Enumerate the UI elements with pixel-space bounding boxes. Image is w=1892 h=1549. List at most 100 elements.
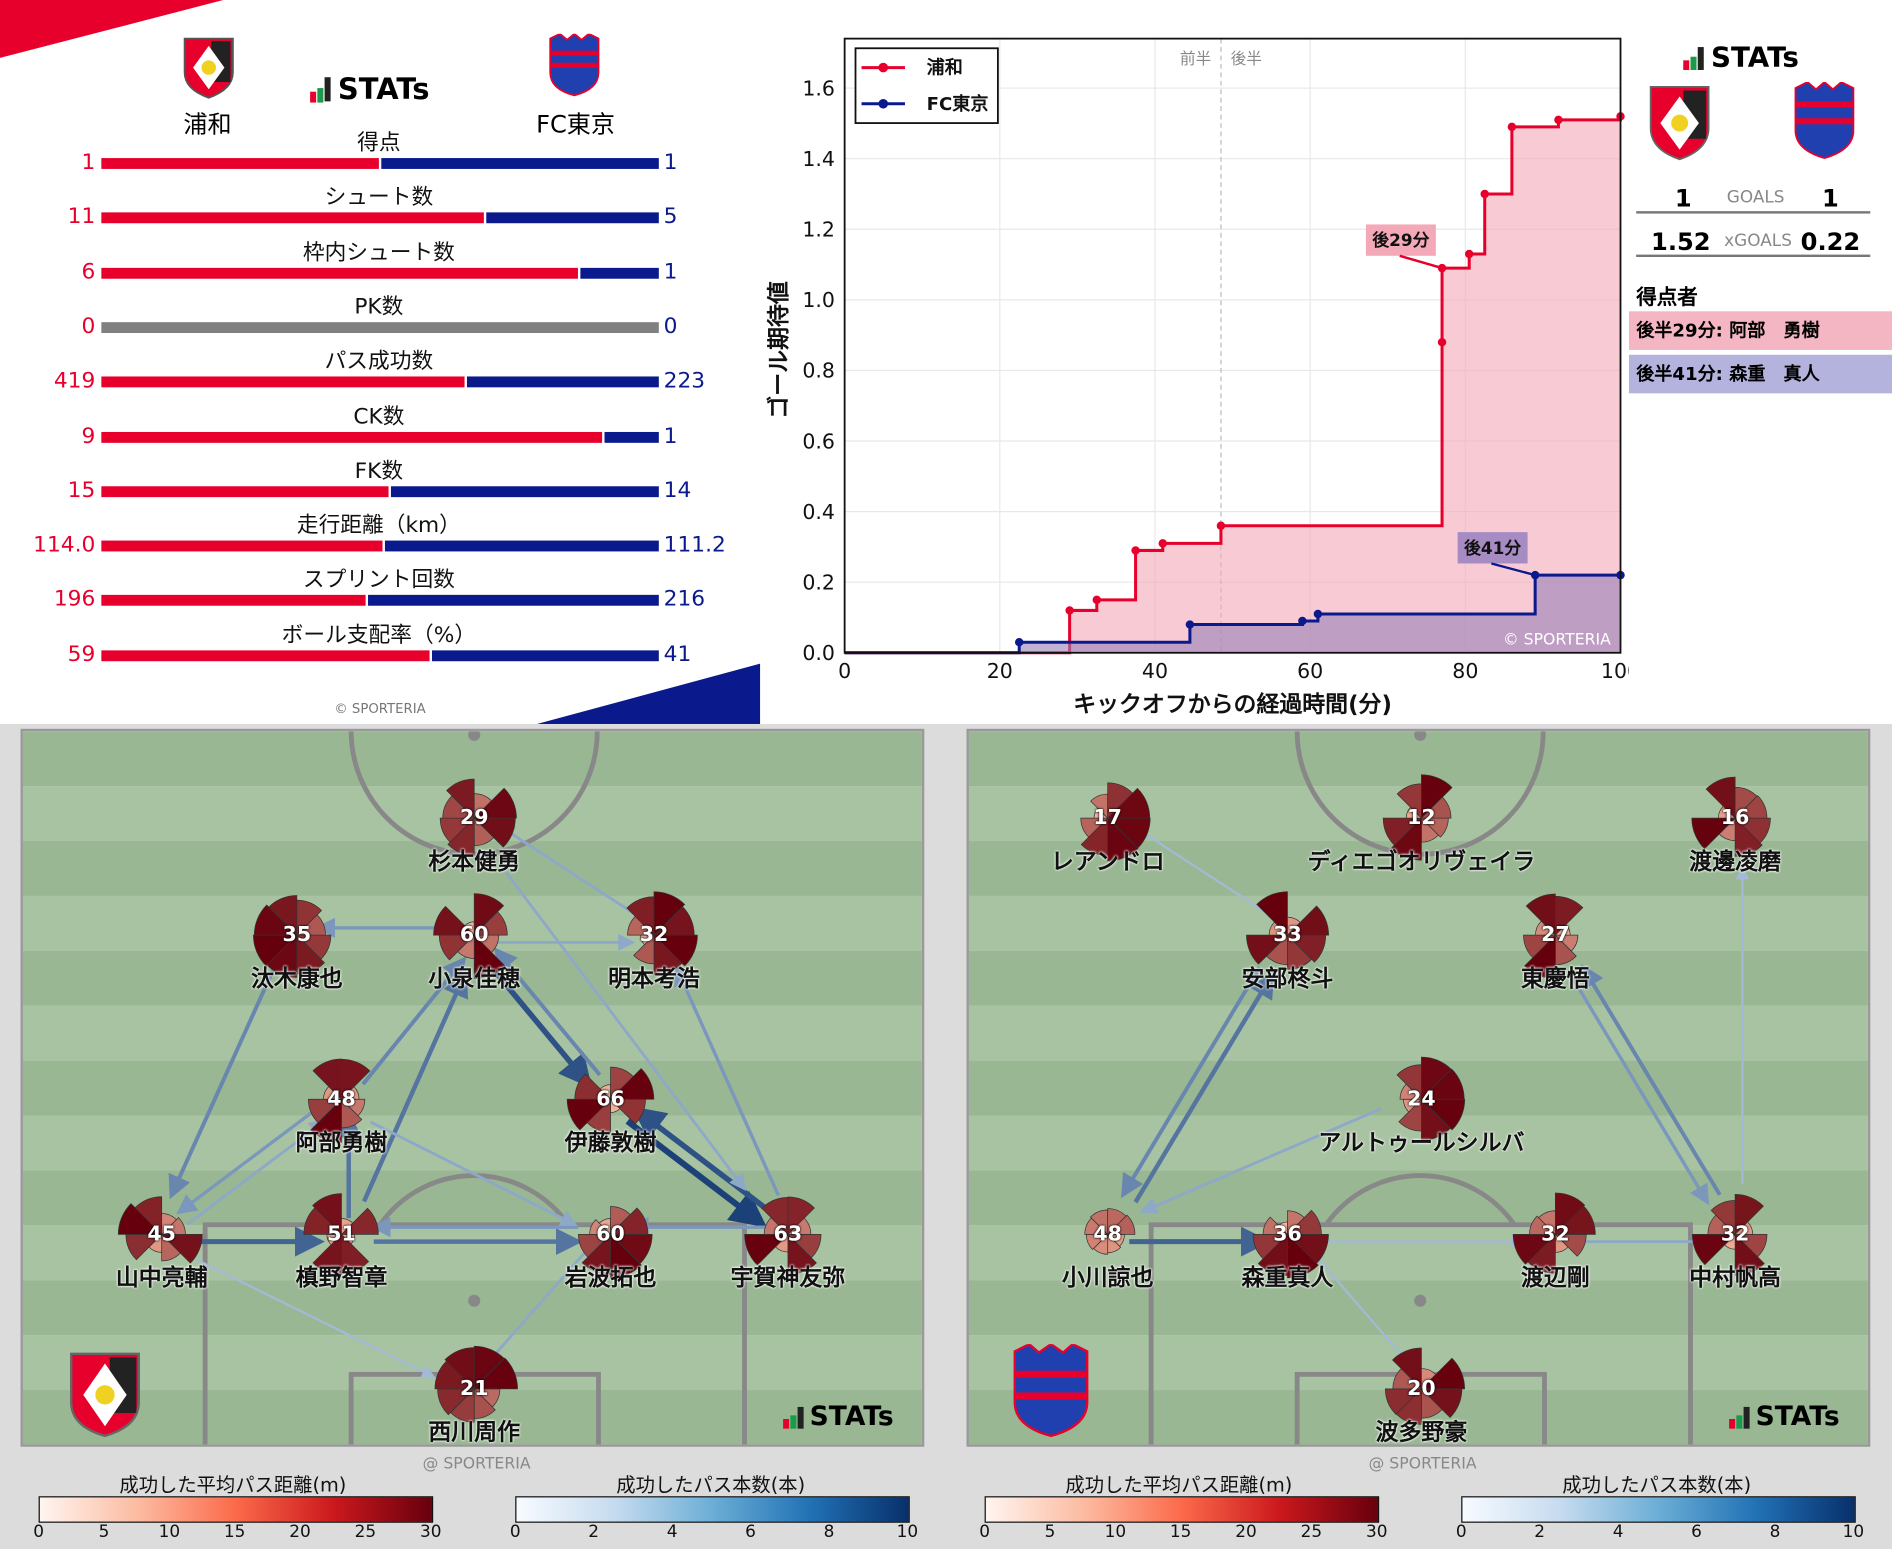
colorbar-tick-label: 0 [979, 1522, 990, 1543]
glyph-wedge [1420, 1098, 1466, 1131]
pitch-stripe [968, 1005, 1868, 1061]
player-number: 63 [773, 1222, 803, 1247]
pass-arrow [1131, 824, 1271, 916]
count-colorbar-title: 成功したパス本数(本) [616, 1473, 806, 1497]
player-name: アルトゥールシルバ [1318, 1129, 1525, 1156]
count-colorbar [1461, 1496, 1856, 1523]
x-tick-label: 100 [1601, 659, 1629, 683]
pitch-stripe [22, 1060, 922, 1116]
colorbar-tick-label: 0 [1455, 1522, 1467, 1543]
stat-away-value: 5 [663, 204, 678, 230]
glyph-wedge [117, 1203, 163, 1235]
half-label: 前半 [1180, 49, 1211, 68]
away-xg: 0.22 [1800, 226, 1861, 256]
player-pass-glyph [1382, 774, 1453, 861]
stat-away-value: 1 [663, 422, 678, 449]
glyph-wedge [1692, 1234, 1737, 1266]
player-pass-glyph [1396, 1056, 1466, 1141]
count-colorbar [515, 1496, 910, 1523]
glyph-wedge [1384, 1388, 1423, 1415]
stat-bar-away [486, 212, 659, 224]
glyph-wedge [312, 1233, 342, 1275]
pass-arrow [504, 871, 747, 1192]
home-goals: 1 [1674, 183, 1692, 213]
glyph-wedge [787, 1196, 815, 1236]
glyph-wedge [1705, 776, 1736, 819]
glyph-wedge [160, 1234, 203, 1264]
data-point [1216, 521, 1226, 530]
data-point [1464, 249, 1474, 259]
glyph-wedge [341, 1058, 371, 1101]
player-number: 29 [459, 806, 489, 831]
colorbar-tick-label: 15 [1169, 1522, 1192, 1543]
stat-away-value: 14 [663, 477, 692, 503]
glyph-wedge [1554, 1205, 1596, 1235]
divider [1636, 211, 1871, 214]
player-pass-glyph [1523, 893, 1584, 979]
player-number: 60 [596, 1222, 625, 1247]
colorbar-tick-label: 30 [420, 1522, 442, 1543]
glyph-wedge [581, 1233, 611, 1275]
pass-arrow [176, 1108, 317, 1215]
glyph-wedge [295, 914, 326, 936]
logo-bar [1736, 1415, 1743, 1429]
glyph-wedge [1524, 934, 1556, 979]
y-axis-label: ゴール期待値 [766, 281, 793, 419]
glyph-wedge [1286, 1209, 1322, 1235]
data-point [1313, 609, 1323, 619]
glyph-wedge [1080, 817, 1109, 856]
pass-arrow [369, 1120, 578, 1226]
player-name: 小川諒也 [1061, 1264, 1154, 1292]
glyph-wedge [1734, 1194, 1764, 1236]
player-number: 27 [1541, 923, 1570, 948]
copyright: © SPORTERIA [334, 701, 426, 717]
scorers-title: 得点者 [1636, 285, 1698, 311]
urawa-crest-icon [1649, 85, 1710, 161]
glyph-wedge [473, 1357, 518, 1390]
stats-logo-text: STATs [337, 72, 430, 107]
player-pass-glyph [1080, 782, 1151, 862]
colorbar-tick-label: 5 [1044, 1522, 1056, 1543]
penalty-spot [1414, 1294, 1427, 1307]
glyph-wedge [1287, 934, 1313, 970]
center-spot [1414, 731, 1427, 741]
y-tick-label: 0.8 [802, 359, 835, 383]
glyph-wedge [473, 934, 506, 979]
stat-away-value: 41 [663, 641, 692, 667]
player-number: 45 [147, 1222, 176, 1247]
player-name: 岩波拓也 [564, 1264, 657, 1292]
y-tick-label: 1.4 [802, 147, 835, 171]
glyph-wedge [653, 934, 683, 976]
pass-arrow [1307, 1246, 1412, 1367]
center-spot [468, 731, 481, 741]
glyph-wedge [589, 1219, 612, 1235]
pass-arrow [361, 969, 469, 1203]
player-number: 24 [1407, 1087, 1436, 1112]
fctokyo-crest-icon [1013, 1344, 1089, 1438]
stat-label: 枠内シュート数 [302, 239, 455, 265]
summary-stats-logo-text: STATs [1711, 42, 1799, 74]
player-name: 西川周作 [428, 1418, 521, 1446]
stat-bar-away [580, 267, 659, 279]
away-goals: 1 [1822, 183, 1839, 213]
glyph-wedge [310, 1098, 342, 1143]
player-name: 山中亮輔 [115, 1264, 208, 1292]
player-name: 宇賀神友弥 [730, 1264, 846, 1292]
stat-home-value: 196 [53, 586, 96, 613]
stat-bar-away [384, 540, 659, 552]
stat-label: CK数 [353, 403, 405, 429]
player-pass-glyph [253, 895, 332, 978]
player-number: 16 [1720, 806, 1750, 831]
glyph-wedge [1106, 787, 1151, 819]
pitch-drawing [968, 731, 1868, 1445]
stat-away-value: 1 [663, 149, 678, 175]
data-point [1507, 122, 1517, 132]
player-pass-glyph [1384, 1347, 1465, 1425]
player-name: 東慶悟 [1520, 965, 1590, 992]
distance-colorbar [984, 1496, 1380, 1523]
distance-colorbar-title: 成功した平均パス距離(m) [1065, 1473, 1293, 1497]
watermark: © SPORTERIA [1503, 629, 1611, 648]
glyph-wedge [340, 1086, 360, 1100]
stat-bar-home [101, 267, 578, 279]
pass-arrow [483, 1247, 590, 1368]
